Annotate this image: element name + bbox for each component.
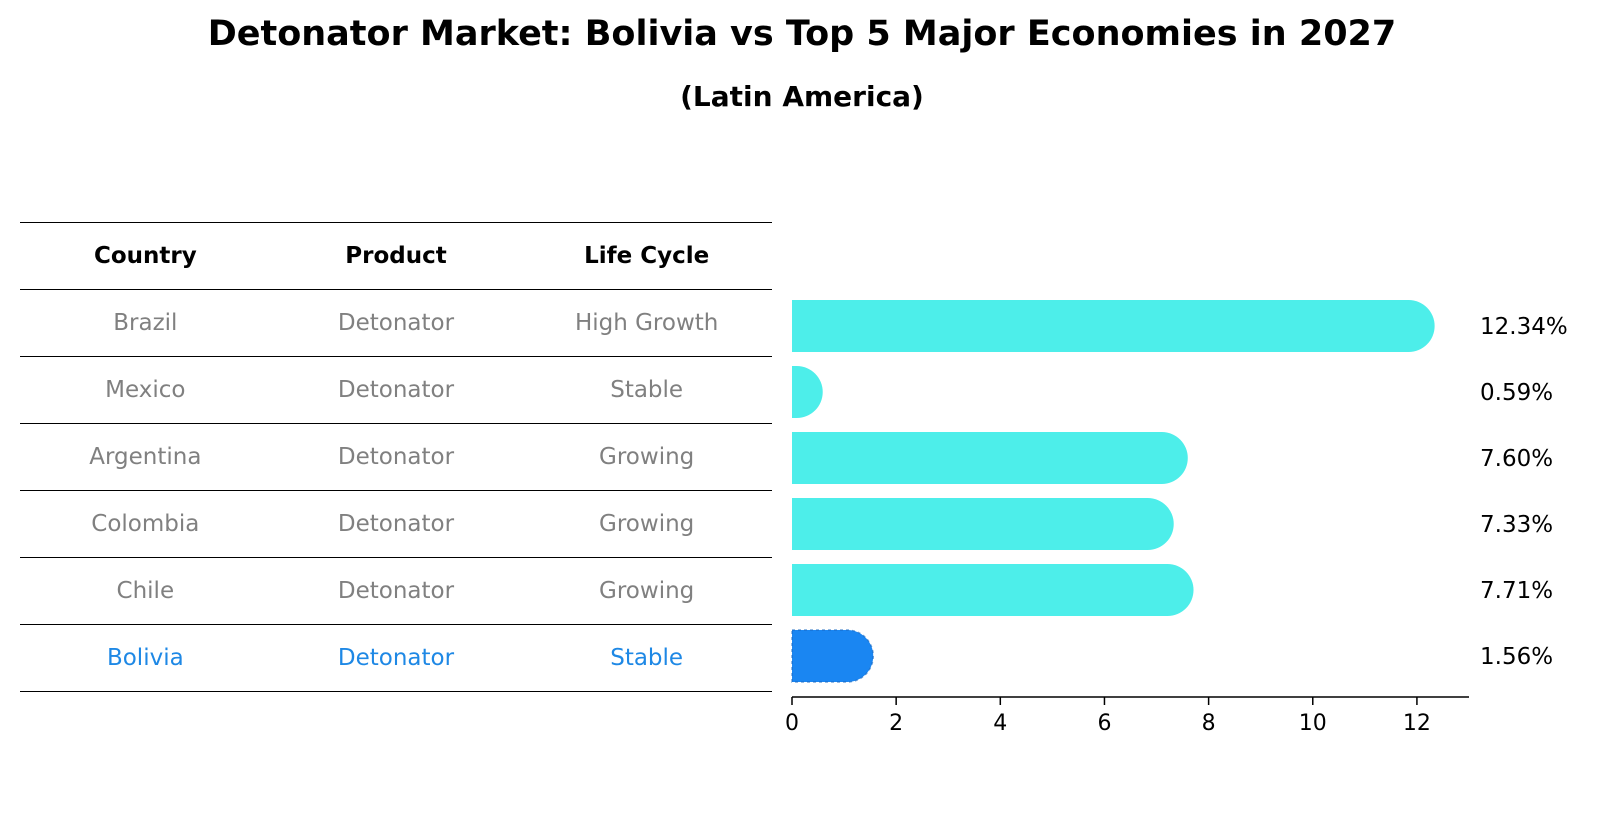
table-header-row: Country Product Life Cycle: [20, 222, 772, 290]
cell-country: Colombia: [20, 490, 271, 558]
cell-life-cycle: Growing: [521, 557, 772, 625]
x-tick-label: 10: [1299, 711, 1327, 736]
bar-value-label: 7.60%: [1480, 446, 1553, 472]
cell-product: Detonator: [270, 624, 522, 692]
cell-product: Detonator: [270, 490, 522, 558]
bar: [792, 366, 823, 418]
x-tick-label: 6: [1097, 711, 1111, 736]
table-row: Chile Detonator Growing: [20, 557, 772, 625]
cell-country: Mexico: [20, 356, 271, 424]
cell-life-cycle: High Growth: [521, 289, 772, 357]
bar-value-label: 12.34%: [1480, 314, 1568, 340]
x-tick-label: 2: [889, 711, 903, 736]
cell-country: Argentina: [20, 423, 271, 491]
x-tick-label: 0: [785, 711, 799, 736]
cell-life-cycle: Growing: [521, 423, 772, 491]
bar: [792, 498, 1174, 550]
header-life-cycle: Life Cycle: [521, 222, 772, 290]
x-tick-label: 4: [993, 711, 1007, 736]
bar-value-label: 0.59%: [1480, 380, 1553, 406]
table-row: Colombia Detonator Growing: [20, 490, 772, 558]
bar-value-label: 1.56%: [1480, 644, 1553, 670]
bar-value-label: 7.71%: [1480, 578, 1553, 604]
cell-product: Detonator: [270, 289, 522, 357]
cell-country: Brazil: [20, 289, 271, 357]
summary-table: Country Product Life Cycle Brazil Detona…: [20, 222, 772, 692]
bar-highlighted: [792, 630, 874, 682]
table-row: Mexico Detonator Stable: [20, 356, 772, 424]
cell-product: Detonator: [270, 557, 522, 625]
table-row: Argentina Detonator Growing: [20, 423, 772, 491]
bar: [792, 564, 1194, 616]
x-tick-label: 8: [1202, 711, 1216, 736]
x-tick-label: 12: [1403, 711, 1431, 736]
bar-highlight-outline: [791, 629, 874, 683]
header-product: Product: [270, 222, 522, 290]
chart-subtitle: (Latin America): [680, 80, 924, 113]
cell-country: Chile: [20, 557, 271, 625]
cell-country: Bolivia: [20, 624, 271, 692]
table-row: Brazil Detonator High Growth: [20, 289, 772, 357]
cell-life-cycle: Stable: [521, 624, 772, 692]
bar-value-label: 7.33%: [1480, 512, 1553, 538]
bar: [792, 300, 1435, 352]
cell-life-cycle: Growing: [521, 490, 772, 558]
chart-title: Detonator Market: Bolivia vs Top 5 Major…: [207, 14, 1397, 54]
cell-product: Detonator: [270, 423, 522, 491]
bar: [792, 432, 1188, 484]
header-country: Country: [20, 222, 271, 290]
cell-product: Detonator: [270, 356, 522, 424]
table-row-highlighted: Bolivia Detonator Stable: [20, 624, 772, 692]
